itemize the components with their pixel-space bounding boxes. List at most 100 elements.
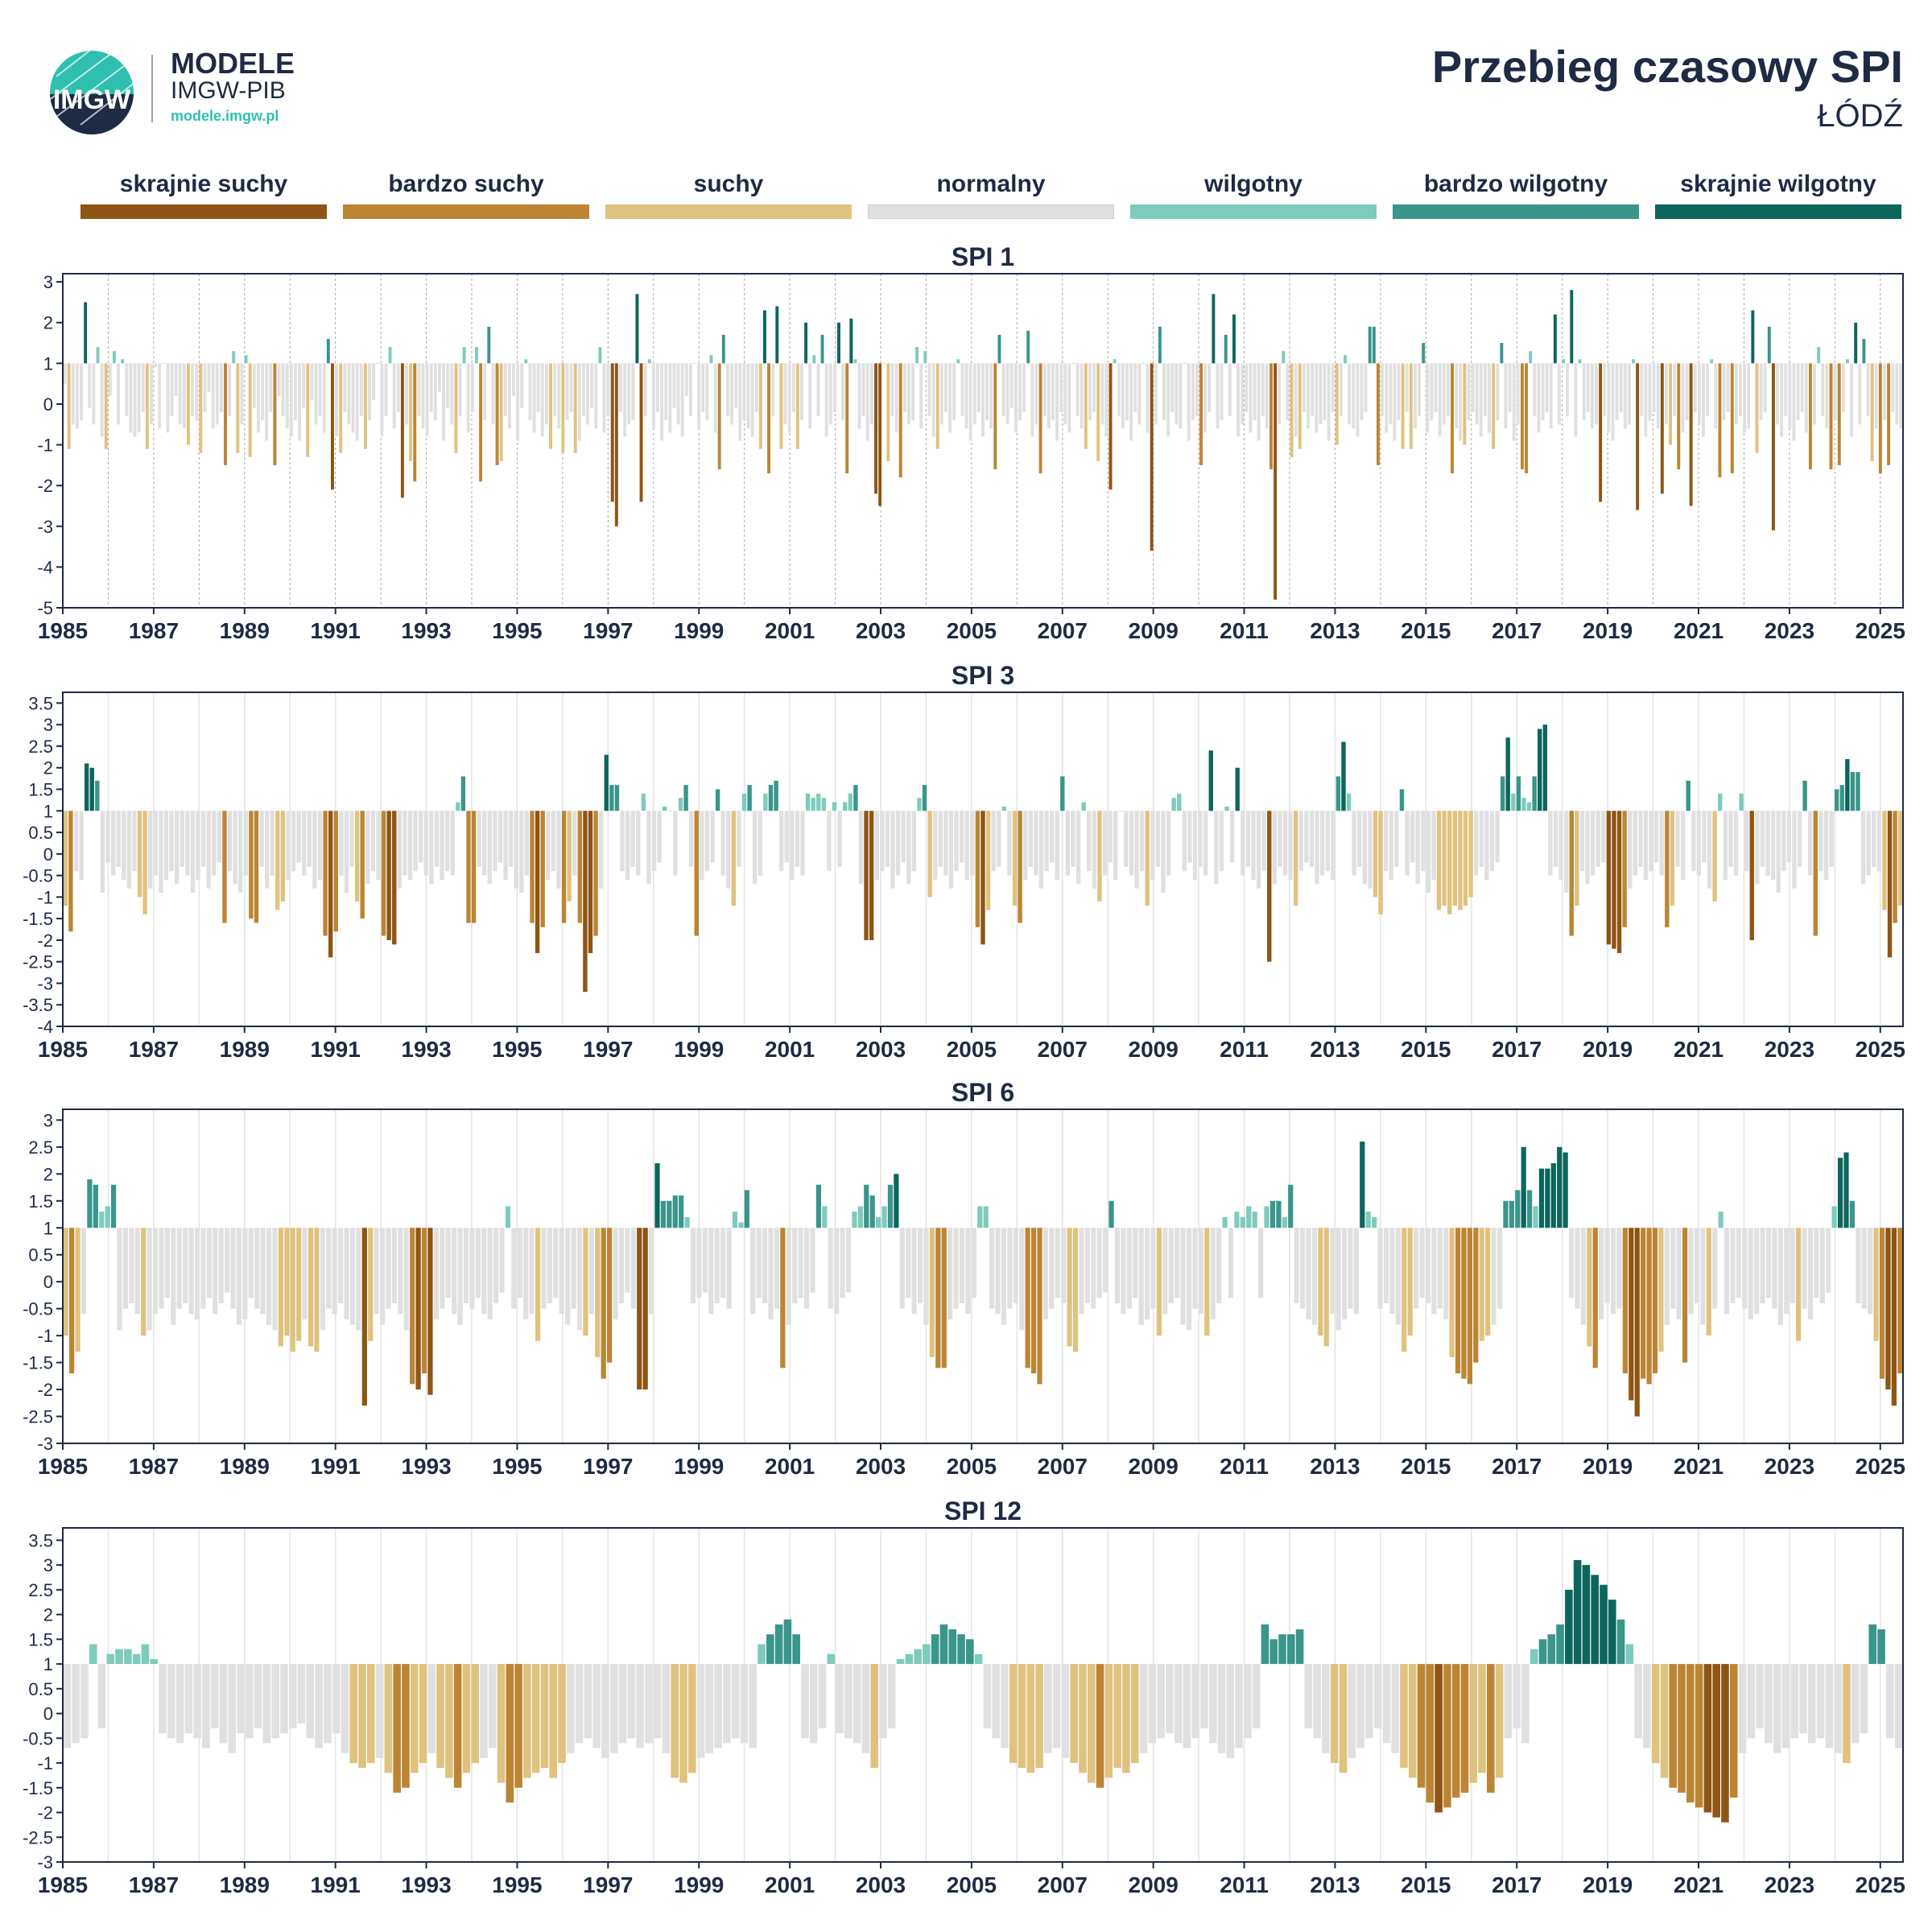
spi-bar: [310, 363, 314, 400]
spi-bar: [1126, 1228, 1132, 1309]
spi-bar: [1394, 811, 1399, 867]
spi-bar: [475, 347, 478, 364]
spi-bar: [894, 363, 898, 433]
spi-bar: [141, 1228, 147, 1336]
spi-bar: [1174, 363, 1179, 425]
spi-bar: [69, 1228, 75, 1373]
legend-swatch: [868, 204, 1114, 219]
x-tick-label: 2015: [1401, 618, 1451, 643]
spi-bar: [1755, 811, 1760, 885]
spi-bar: [1790, 1228, 1795, 1303]
spi-bar: [108, 363, 112, 396]
x-tick-label: 1989: [220, 1037, 270, 1062]
spi-bar: [869, 1195, 875, 1228]
spi-bar: [1525, 363, 1529, 473]
spi-bar: [959, 811, 964, 863]
spi-bar: [92, 363, 96, 425]
spi-bar: [742, 363, 746, 421]
x-tick-label: 1987: [129, 618, 179, 643]
spi-bar: [1686, 1664, 1695, 1803]
spi-bar: [683, 785, 688, 811]
spi-bar: [1438, 363, 1442, 437]
spi-bar: [1018, 811, 1022, 923]
spi-bar: [588, 1228, 594, 1315]
spi-bar: [774, 1624, 783, 1665]
spi-bar: [1311, 1228, 1318, 1325]
spi-bar: [1509, 1200, 1514, 1228]
x-tick-label: 2019: [1583, 1872, 1633, 1897]
spi-bar: [671, 1664, 679, 1778]
spi-bar: [227, 811, 233, 872]
spi-bar: [1819, 1228, 1825, 1303]
spi-bar: [1804, 363, 1808, 433]
legend-item: skrajnie wilgotny: [1655, 169, 1901, 219]
spi-bar: [436, 1664, 444, 1769]
spi-bar: [273, 363, 277, 465]
spi-bar: [935, 363, 939, 449]
x-tick-label: 1991: [311, 1037, 361, 1062]
spi-bar: [1060, 776, 1065, 811]
spi-bar: [129, 363, 133, 433]
spi-bar: [210, 1664, 219, 1728]
legend-label: skrajnie wilgotny: [1680, 171, 1876, 197]
spi-bar: [583, 1228, 588, 1336]
spi-bar: [1781, 811, 1786, 872]
spi-bar: [1728, 811, 1733, 867]
x-tick-label: 2023: [1765, 1454, 1814, 1479]
spi-bar: [1860, 811, 1866, 885]
spi-bar: [977, 1206, 983, 1228]
spi-bar: [1568, 1228, 1575, 1298]
spi-bar: [1599, 1228, 1604, 1320]
spi-bar: [1092, 811, 1097, 889]
spi-bar: [822, 1206, 828, 1228]
spi-bar: [849, 318, 853, 364]
spi-bar: [1150, 811, 1155, 880]
spi-bar: [887, 1664, 896, 1728]
spi-bar: [1162, 1228, 1168, 1315]
spi-bar: [1216, 1228, 1222, 1303]
x-tick-label: 1993: [401, 1454, 451, 1479]
spi-bar: [137, 811, 142, 898]
spi-bar: [1331, 811, 1335, 880]
spi-bar: [1179, 363, 1183, 429]
spi-bar: [202, 1664, 210, 1748]
spi-bar: [1861, 1228, 1867, 1309]
spi-bar: [110, 811, 116, 876]
spi-bar: [349, 1228, 356, 1325]
spi-bar: [836, 1664, 844, 1734]
spi-bar: [1219, 811, 1224, 872]
spi-bar: [1287, 1634, 1295, 1665]
spi-bar: [1712, 811, 1717, 902]
spi-bar: [1192, 1228, 1198, 1309]
spi-bar: [1550, 1162, 1556, 1228]
spi-bar: [503, 363, 507, 417]
spi-bar: [167, 1664, 175, 1739]
spi-bar: [1808, 811, 1813, 876]
spi-bar: [1103, 1228, 1108, 1293]
spi-bar: [1426, 811, 1431, 893]
x-tick-label: 2021: [1674, 1454, 1724, 1479]
spi-bar: [1084, 1228, 1090, 1303]
spi-bar: [636, 1664, 644, 1748]
spi-bar: [1739, 363, 1742, 417]
spi-bar: [795, 363, 799, 449]
spi-bar: [663, 806, 667, 811]
spi-bar: [1001, 1228, 1007, 1325]
y-tick-label: -1.5: [23, 1778, 53, 1798]
spi-bar: [1091, 1228, 1096, 1309]
spi-bar: [964, 363, 968, 429]
spi-bar: [326, 1228, 332, 1309]
y-tick-label: 3: [43, 1555, 53, 1575]
spi-bar: [1557, 1146, 1563, 1228]
spi-bar: [832, 363, 836, 413]
x-tick-label: 2023: [1765, 1872, 1814, 1897]
chart-title: SPI 12: [944, 1496, 1022, 1525]
spi-bar: [1365, 1664, 1373, 1739]
spi-bar: [1563, 811, 1569, 893]
spi-bar: [1808, 363, 1812, 469]
spi-bar: [1825, 363, 1829, 429]
spi-bar: [1566, 363, 1570, 417]
spi-bar: [1646, 1228, 1652, 1385]
spi-bar: [1850, 772, 1856, 811]
spi-bar: [858, 811, 864, 885]
